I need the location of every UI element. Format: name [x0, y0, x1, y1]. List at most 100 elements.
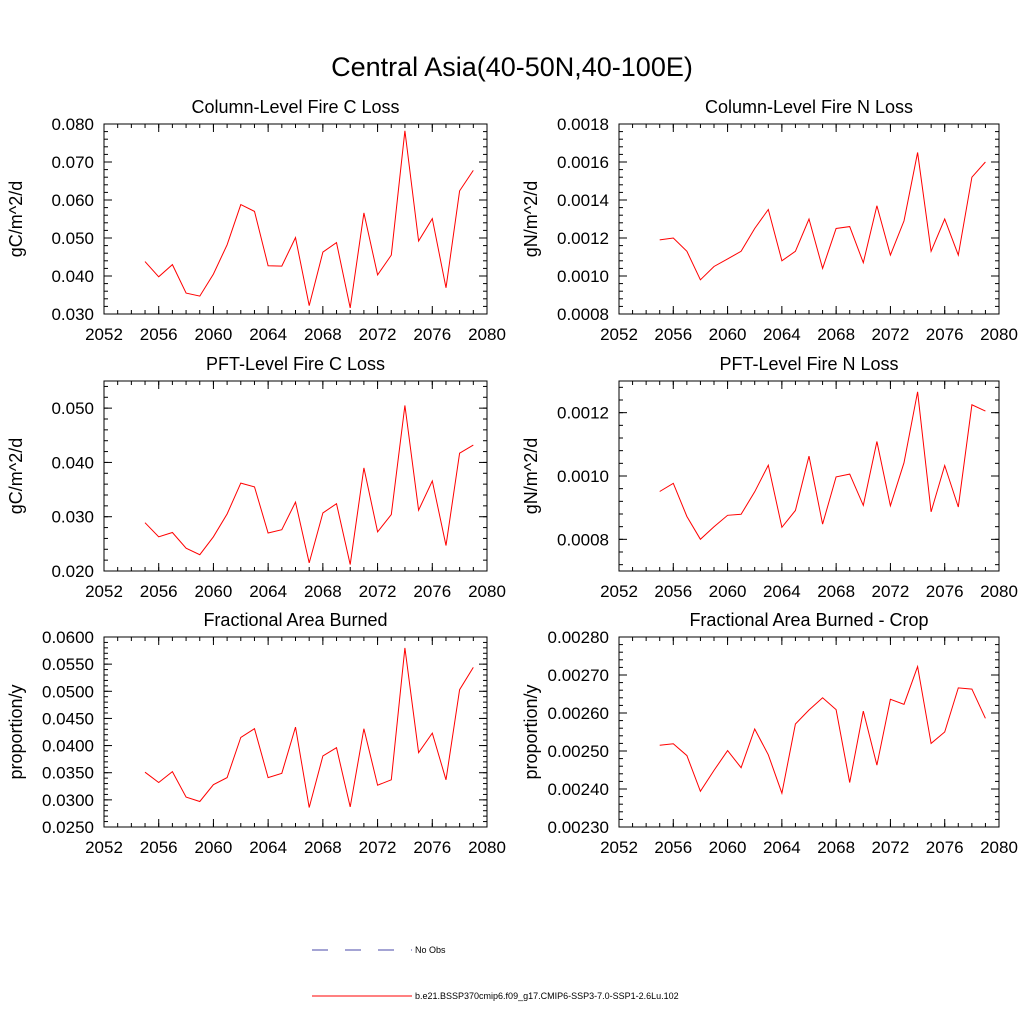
x-tick-label: 2080: [980, 582, 1018, 601]
chart-panel-5: 2052 2056 2060 2064 2068 2072 2076 2080 0.0250 0.…: [6, 610, 506, 857]
x-tick-label: 2052: [85, 838, 123, 857]
y-tick-label: 0.0400: [42, 737, 94, 756]
y-tick-label: 0.0008: [557, 305, 609, 324]
series-line: [659, 391, 986, 541]
x-tick-label: 2068: [817, 582, 855, 601]
series-line: [144, 130, 474, 309]
plot-frame: [103, 123, 488, 315]
x-tick-label: 2060: [709, 325, 747, 344]
x-tick-label: 2080: [468, 582, 506, 601]
x-tick-label: 2064: [763, 838, 801, 857]
x-tick-label: 2076: [926, 325, 964, 344]
y-tick-label: 0.00270: [548, 666, 609, 685]
y-tick-label: 0.040: [51, 453, 94, 472]
panel-title: PFT-Level Fire N Loss: [719, 354, 898, 374]
figure-title: Central Asia(40-50N,40-100E): [331, 52, 693, 82]
y-axis-label: gC/m^2/d: [6, 181, 26, 257]
plot-frame: [618, 636, 1000, 828]
y-tick-label: 0.080: [51, 115, 94, 134]
x-tick-label: 2072: [359, 582, 397, 601]
chart-panel-3: 2052 2056 2060 2064 2068 2072 2076 2080 0.020 0.0…: [6, 354, 506, 601]
y-axis-label: gN/m^2/d: [521, 181, 541, 257]
x-tick-label: 2080: [468, 325, 506, 344]
y-tick-label: 0.0014: [557, 191, 609, 210]
x-tick-label: 2064: [249, 582, 287, 601]
x-tick-label: 2076: [413, 838, 451, 857]
y-tick-label: 0.0350: [42, 764, 94, 783]
x-tick-label: 2056: [140, 582, 178, 601]
plot-frame: [103, 636, 488, 828]
y-tick-label: 0.00250: [548, 742, 609, 761]
x-tick-label: 2056: [140, 325, 178, 344]
legend: No Obs b.e21.BSSP370cmip6.f09_g17.CMIP6-…: [312, 945, 679, 1001]
x-tick-label: 2080: [980, 325, 1018, 344]
x-tick-label: 2056: [654, 582, 692, 601]
y-tick-label: 0.00230: [548, 818, 609, 837]
y-tick-label: 0.00260: [548, 704, 609, 723]
panel-title: Column-Level Fire C Loss: [191, 97, 399, 117]
series-line: [144, 647, 474, 808]
y-tick-label: 0.040: [51, 267, 94, 286]
x-tick-label: 2060: [195, 838, 233, 857]
chart-panel-6: 2052 2056 2060 2064 2068 2072 2076 2080 0.00230 0…: [521, 610, 1018, 857]
y-tick-label: 0.030: [51, 508, 94, 527]
x-tick-label: 2076: [926, 582, 964, 601]
y-tick-label: 0.050: [51, 229, 94, 248]
legend-label-model: b.e21.BSSP370cmip6.f09_g17.CMIP6-SSP3-7.…: [415, 991, 679, 1001]
y-tick-label: 0.030: [51, 305, 94, 324]
x-tick-label: 2056: [654, 325, 692, 344]
x-tick-label: 2072: [872, 325, 910, 344]
y-axis-label: proportion/y: [6, 684, 26, 779]
x-tick-label: 2068: [817, 838, 855, 857]
y-tick-label: 0.0010: [557, 267, 609, 286]
x-tick-label: 2072: [359, 325, 397, 344]
series-line: [144, 405, 474, 565]
x-tick-label: 2052: [600, 582, 638, 601]
panel-title: Fractional Area Burned: [203, 610, 387, 630]
chart-panel-1: 2052 2056 2060 2064 2068 2072 2076 2080 0.030 0.0…: [6, 97, 506, 344]
y-tick-label: 0.0550: [42, 655, 94, 674]
y-tick-label: 0.0012: [557, 404, 609, 423]
y-tick-label: 0.0500: [42, 682, 94, 701]
y-tick-label: 0.0012: [557, 229, 609, 248]
x-tick-label: 2072: [359, 838, 397, 857]
chart-panel-2: 2052 2056 2060 2064 2068 2072 2076 2080 0.0008 0.…: [521, 97, 1018, 344]
chart-panel-4: 2052 2056 2060 2064 2068 2072 2076 2080 0.0008 0.…: [521, 354, 1018, 601]
y-tick-label: 0.0016: [557, 153, 609, 172]
y-axis-label: gN/m^2/d: [521, 438, 541, 514]
x-tick-label: 2076: [926, 838, 964, 857]
x-tick-label: 2080: [980, 838, 1018, 857]
x-tick-label: 2064: [763, 325, 801, 344]
y-tick-label: 0.0300: [42, 791, 94, 810]
x-tick-label: 2068: [817, 325, 855, 344]
x-tick-label: 2064: [249, 838, 287, 857]
panel-title: PFT-Level Fire C Loss: [206, 354, 385, 374]
y-tick-label: 0.00240: [548, 780, 609, 799]
x-tick-label: 2064: [249, 325, 287, 344]
legend-label-no-obs: No Obs: [415, 945, 446, 955]
plot-frame: [103, 380, 488, 572]
x-tick-label: 2068: [304, 582, 342, 601]
chart-panels: 2052 2056 2060 2064 2068 2072 2076 2080 0.030 0.0…: [6, 97, 1018, 857]
y-tick-label: 0.050: [51, 399, 94, 418]
x-tick-label: 2052: [600, 838, 638, 857]
x-tick-label: 2056: [140, 838, 178, 857]
x-tick-label: 2052: [85, 325, 123, 344]
y-axis-label: proportion/y: [521, 684, 541, 779]
x-tick-label: 2068: [304, 838, 342, 857]
x-tick-label: 2052: [85, 582, 123, 601]
y-tick-label: 0.020: [51, 562, 94, 581]
x-tick-label: 2072: [872, 582, 910, 601]
y-tick-label: 0.00280: [548, 628, 609, 647]
x-tick-label: 2064: [763, 582, 801, 601]
x-tick-label: 2060: [709, 582, 747, 601]
x-tick-label: 2060: [709, 838, 747, 857]
y-tick-label: 0.0450: [42, 709, 94, 728]
y-tick-label: 0.0600: [42, 628, 94, 647]
y-tick-label: 0.060: [51, 191, 94, 210]
series-line: [659, 664, 986, 796]
x-tick-label: 2052: [600, 325, 638, 344]
x-tick-label: 2076: [413, 325, 451, 344]
x-tick-label: 2080: [468, 838, 506, 857]
